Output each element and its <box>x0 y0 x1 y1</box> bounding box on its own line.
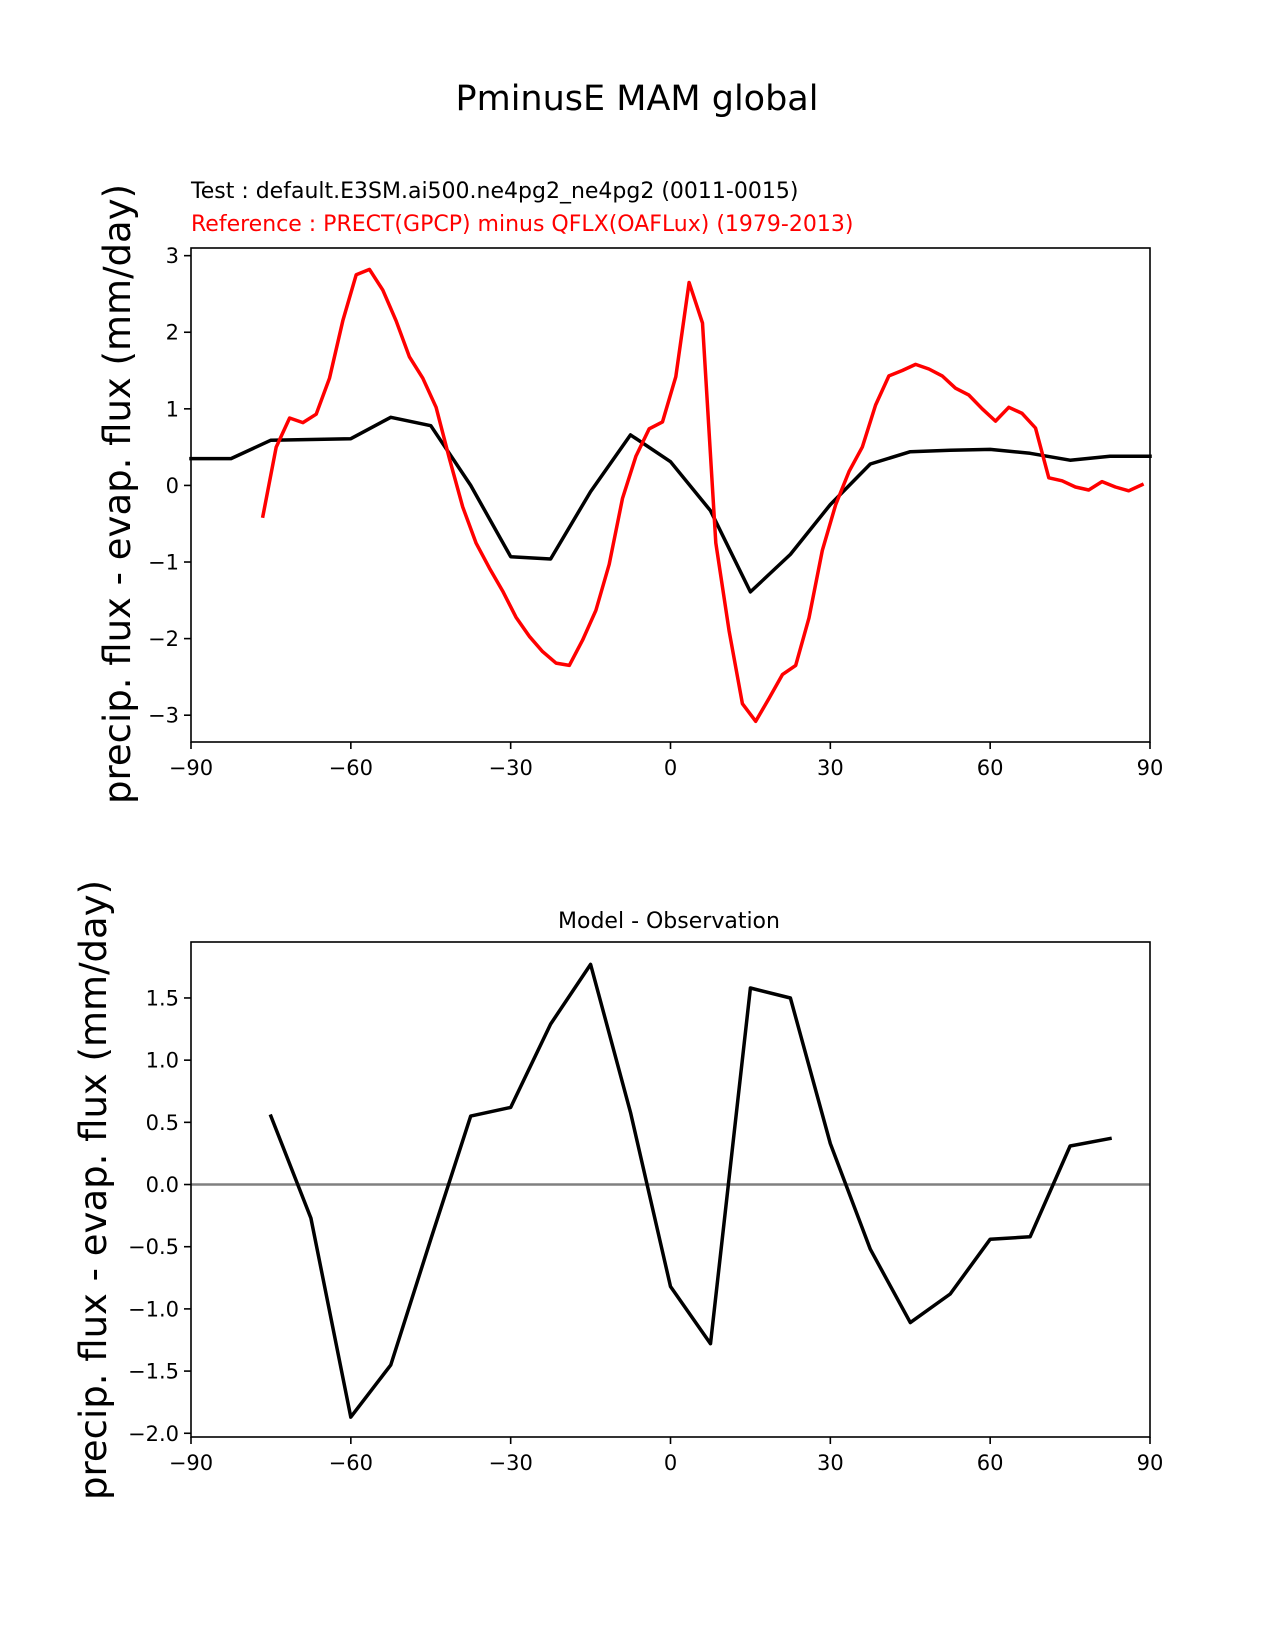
top-x-tick-label: −30 <box>489 756 533 780</box>
top-title-test: Test : default.E3SM.ai500.ne4pg2_ne4pg2 … <box>190 179 798 204</box>
top-y-tick-label: 1 <box>166 397 179 421</box>
bottom-plot-area: −90 −60 −30 0 30 60 90 −2.0 −1.5 −1.0 −0.5 0.0 0.5 1.… <box>128 941 1164 1475</box>
bottom-y-tick-label: −0.5 <box>128 1235 179 1259</box>
top-panel: Test : default.E3SM.ai500.ne4pg2_ne4pg2 … <box>96 179 1163 804</box>
top-x-tick-label: 30 <box>817 756 844 780</box>
bottom-axes-frame <box>190 941 1151 1438</box>
top-x-tick-label: −60 <box>329 756 373 780</box>
figure-title: PminusE MAM global <box>456 79 819 119</box>
top-title-reference: Reference : PRECT(GPCP) minus QFLX(OAFLu… <box>191 212 853 237</box>
bottom-x-tick-label: −60 <box>329 1451 373 1475</box>
bottom-series-model-observation-line <box>268 962 1113 1419</box>
bottom-x-tick-label: 90 <box>1137 1451 1164 1475</box>
top-x-tick-label: 0 <box>664 756 677 780</box>
top-y-tick-label: −1 <box>148 551 179 575</box>
bottom-y-axis-label: precip. flux - evap. flux (mm/day) <box>72 880 115 1500</box>
top-y-tick-label: 0 <box>166 474 179 498</box>
bottom-panel: Model - Observation precip. flux - evap.… <box>72 880 1163 1500</box>
bottom-y-tick-label: −1.5 <box>128 1360 179 1384</box>
top-x-tick-label: 60 <box>977 756 1004 780</box>
bottom-title: Model - Observation <box>558 909 780 934</box>
top-y-tick-label: −3 <box>148 704 179 728</box>
top-y-axis-label: precip. flux - evap. flux (mm/day) <box>96 184 139 804</box>
bottom-y-tick-label: 1.5 <box>146 986 179 1010</box>
top-series-reference-line <box>260 267 1145 724</box>
top-x-tick-label: −90 <box>169 756 213 780</box>
bottom-y-tick-label: −1.0 <box>128 1297 179 1321</box>
top-y-tick-label: 3 <box>166 244 179 268</box>
top-y-tick-label: 2 <box>166 321 179 345</box>
bottom-y-tick-label: 1.0 <box>146 1049 179 1073</box>
bottom-y-tick-label: 0.0 <box>146 1173 179 1197</box>
bottom-x-tick-label: 30 <box>817 1451 844 1475</box>
top-plot-area: −90 −60 −30 0 30 60 90 −3 −2 −1 0 1 2 3 <box>148 244 1163 780</box>
top-y-tick-label: −2 <box>148 627 179 651</box>
top-x-tick-label: 90 <box>1137 756 1164 780</box>
top-axes-frame <box>190 247 1151 743</box>
bottom-x-tick-label: 0 <box>664 1451 677 1475</box>
bottom-x-tick-label: −90 <box>169 1451 213 1475</box>
bottom-x-tick-label: −30 <box>489 1451 533 1475</box>
bottom-y-tick-label: 0.5 <box>146 1111 179 1135</box>
bottom-y-tick-label: −2.0 <box>128 1422 179 1446</box>
bottom-x-tick-label: 60 <box>977 1451 1004 1475</box>
top-series-test-line <box>189 415 1152 594</box>
